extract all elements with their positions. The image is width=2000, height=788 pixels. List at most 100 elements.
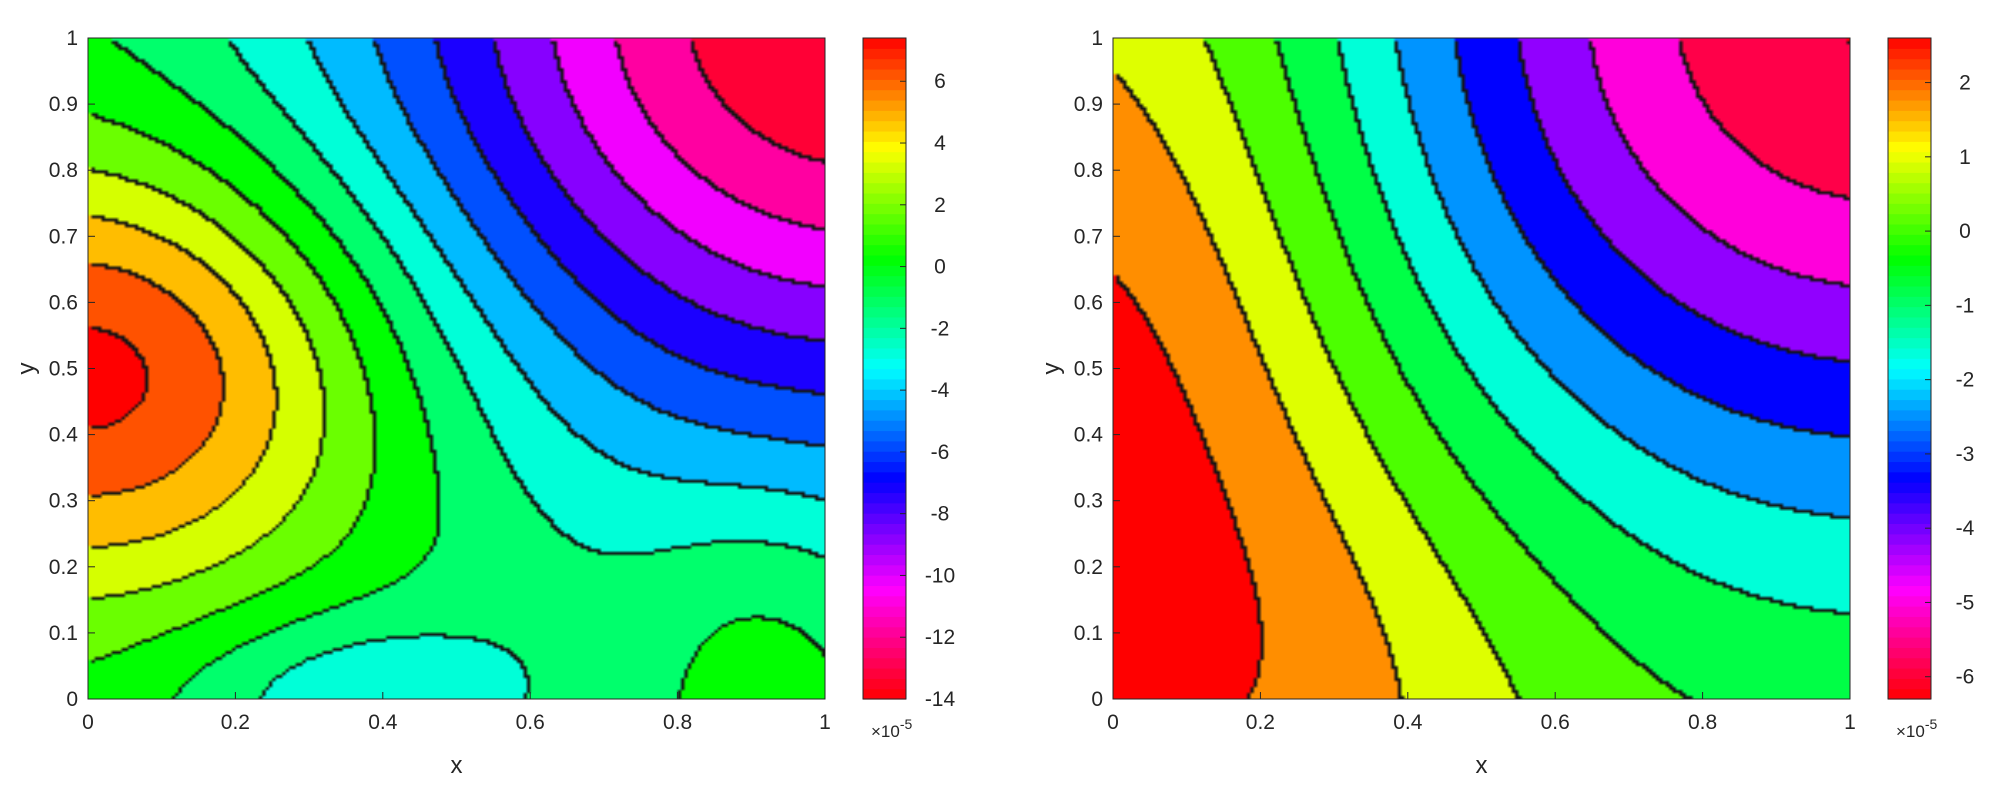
x-tick-label: 0.2 [1246,711,1275,734]
colorbar-band [863,502,906,514]
colorbar-band [1888,347,1931,359]
x-axis-label: x [451,752,463,779]
colorbar-band [1888,141,1931,153]
colorbar-band [1888,544,1931,556]
colorbar-tick-label: 2 [1959,72,1971,95]
colorbar-band [1888,389,1931,401]
y-axis-label: y [13,363,40,375]
colorbar-band [863,637,906,648]
y-tick-label: 0.6 [1074,291,1103,314]
colorbar-band [1888,451,1931,463]
colorbar-band [863,461,906,473]
colorbar-band [1888,378,1931,390]
colorbar-band [863,554,906,566]
colorbar: 2 1 0 -1 -2 -3 -4 -5 -6 ×10-5 [1887,37,1975,741]
x-tick-label: 0 [82,711,94,734]
x-tick-label: 0.6 [516,711,545,734]
colorbar-band [1888,678,1931,690]
colorbar-band [863,182,906,194]
colorbar-band [1888,151,1931,163]
colorbar-band [1888,430,1931,442]
colorbar-tick-label: 0 [1959,220,1971,243]
colorbar-band [1888,89,1931,101]
colorbar-band [1888,409,1931,421]
y-tick-label: 0.2 [49,556,78,579]
colorbar-band [863,327,906,339]
colorbar-band [863,482,906,494]
colorbar-band [863,678,906,690]
colorbar-band [863,110,906,122]
colorbar-band [1888,296,1931,308]
x-tick-label: 1 [1844,711,1856,734]
colorbar-band [1888,595,1931,607]
colorbar-band [1888,575,1931,586]
y-tick-label: 1 [66,27,78,50]
colorbar-band [1888,203,1931,215]
y-tick-label: 1 [1091,27,1103,50]
contour-fill-image-1 [88,38,825,699]
colorbar-band [863,99,906,111]
colorbar-band [1888,48,1931,60]
colorbar-band [1888,254,1931,266]
y-tick-label: 0.8 [49,159,78,182]
colorbar-tick-label: -4 [931,379,950,402]
colorbar-band [863,389,906,401]
contour-fill-image-2 [1113,38,1850,699]
colorbar-band [1888,626,1931,638]
colorbar-band [863,130,906,142]
colorbar-band [863,606,906,617]
colorbar-band [863,296,906,308]
colorbar-tick-label: -8 [931,503,950,526]
colorbar-tick-label: 6 [934,70,946,93]
colorbar-band [1888,327,1931,339]
colorbar-band [863,203,906,215]
colorbar-tick-label: -14 [925,688,956,711]
colorbar-band [863,58,906,70]
y-tick-label: 0.7 [1074,225,1103,248]
colorbar-band [1888,161,1931,173]
colorbar-band [1888,182,1931,194]
colorbar-band [863,688,906,700]
colorbar-tick-label: 2 [934,194,946,217]
colorbar-band [1888,306,1931,318]
colorbar-tick-label: -10 [925,564,955,587]
colorbar-band [863,420,906,432]
colorbar-band [1888,461,1931,473]
colorbar-band [1888,68,1931,80]
colorbar-band [1888,337,1931,349]
y-tick-label: 0.4 [49,424,79,447]
colorbar-band [863,234,906,246]
colorbar-band [1888,172,1931,184]
colorbar-band [863,223,906,235]
colorbar-multiplier: ×10-5 [1896,716,1938,741]
colorbar-band [1888,492,1931,504]
colorbar-tick-label: -6 [931,441,950,464]
colorbar-band [1888,482,1931,494]
colorbar-band [863,141,906,153]
y-tick-label: 0.4 [1074,424,1104,447]
colorbar-tick-label: -4 [1956,517,1975,540]
colorbar-band [863,254,906,266]
y-tick-label: 0.3 [49,490,78,513]
colorbar-band [863,285,906,297]
colorbar-frame [862,37,907,700]
colorbar-band [1888,471,1931,483]
colorbar-band [863,440,906,452]
x-tick-label: 0.8 [1688,711,1717,734]
y-tick-label: 0.9 [1074,93,1103,116]
colorbar-band [863,192,906,204]
colorbar-tick-label: 1 [1959,146,1971,169]
colorbar-band [863,616,906,628]
colorbar-band [1888,440,1931,452]
colorbar-band [863,668,906,679]
colorbar-band [1888,502,1931,514]
colorbar-band [1888,192,1931,204]
contour-plot-1: 0 0.2 0.4 0.6 0.8 1 0 0.1 0.2 0.3 0.4 0.5 0.6 0.7 0.8 0… [13,27,955,779]
colorbar-band [863,265,906,277]
colorbar-band [1888,79,1931,91]
colorbar-band [1888,234,1931,246]
colorbar-band [863,585,906,597]
colorbar-band [1888,523,1931,535]
colorbar-band [1888,585,1931,597]
colorbar-band [1888,616,1931,628]
